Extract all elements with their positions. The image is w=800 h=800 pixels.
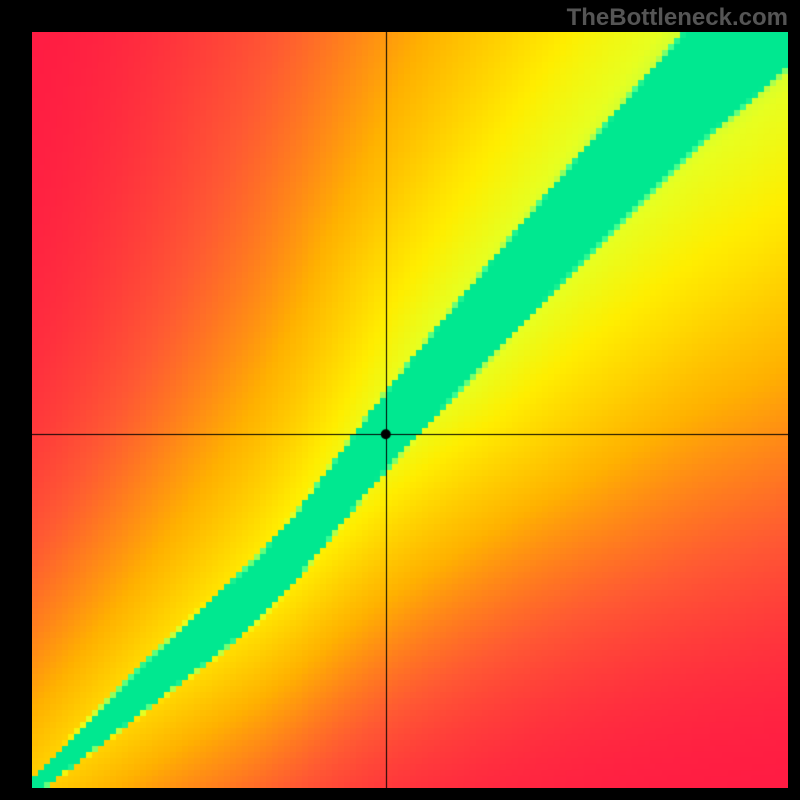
watermark-text: TheBottleneck.com xyxy=(567,4,788,32)
chart-container: TheBottleneck.com xyxy=(0,0,800,800)
bottleneck-heatmap xyxy=(32,32,788,788)
